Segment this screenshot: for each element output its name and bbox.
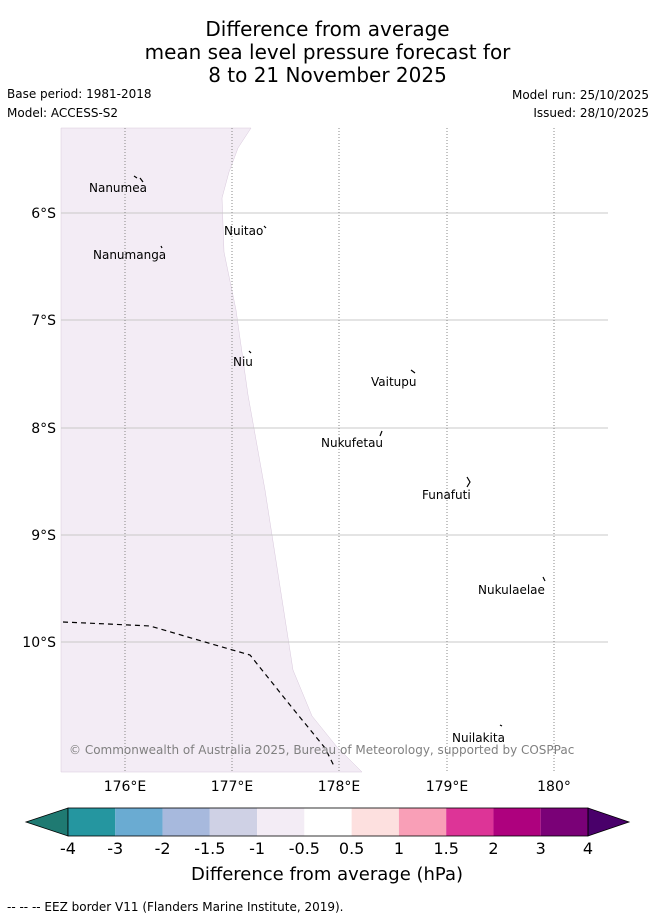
colorbar-segment — [351, 808, 399, 836]
island-nukufetau — [379, 430, 383, 437]
lat-label-7s: 7°S — [31, 313, 56, 329]
colorbar-tick-label: 0.5 — [339, 839, 364, 858]
anomaly-region — [60, 127, 363, 773]
lon-label-179e: 179°E — [426, 779, 469, 795]
place-label-niu: Niu — [233, 355, 253, 369]
lon-label-178e: 178°E — [318, 779, 361, 795]
place-label-nukufetau: Nukufetau — [321, 436, 383, 450]
colorbar-border — [67, 807, 589, 837]
island-nuilakita — [499, 724, 503, 727]
place-label-funafuti: Funafuti — [422, 488, 471, 502]
colorbar-tick-label: -1 — [249, 839, 265, 858]
lat-label-10s: 10°S — [22, 635, 56, 651]
model-run-label: Model run: 25/10/2025 — [511, 88, 649, 102]
colorbar-segment — [209, 808, 258, 836]
colorbar-extend-high — [587, 807, 631, 837]
map-svg: Nanumea Nuitao Nanumanga Niu Vaitupu Nuk… — [22, 127, 608, 795]
colorbar-segment — [304, 808, 352, 836]
colorbar-segment — [115, 808, 163, 836]
colorbar-segment — [540, 808, 588, 836]
map-title-line-1: Difference from average — [205, 17, 450, 41]
island-funafuti — [466, 476, 471, 488]
eez-footnote: -- -- -- EEZ border V11 (Flanders Marine… — [7, 900, 344, 914]
lat-label-8s: 8°S — [31, 421, 56, 437]
latitude-gridlines — [61, 212, 608, 643]
colorbar-tick-label: 3 — [536, 839, 546, 858]
colorbar-tick-label: -0.5 — [289, 839, 320, 858]
colorbar-segment — [446, 808, 494, 836]
place-label-vaitupu: Vaitupu — [371, 375, 417, 389]
colorbar-segment — [162, 808, 210, 836]
colorbar-tick-label: -1.5 — [194, 839, 225, 858]
place-label-nanumea: Nanumea — [89, 181, 147, 195]
colorbar-tick-label: 1 — [394, 839, 404, 858]
colorbar-tick-label: 2 — [488, 839, 498, 858]
copyright-notice: © Commonwealth of Australia 2025, Bureau… — [69, 743, 574, 757]
longitude-gridlines — [124, 128, 555, 772]
colorbar-tick-label: -3 — [107, 839, 123, 858]
colorbar-legend: Difference from average (hPa) -4 -3 -2 -1.5… — [24, 807, 631, 885]
lat-label-6s: 6°S — [31, 206, 56, 222]
colorbar-tick-label: -2 — [155, 839, 171, 858]
lon-label-177e: 177°E — [211, 779, 254, 795]
place-label-nanumanga: Nanumanga — [93, 248, 166, 262]
colorbar-segment — [257, 808, 305, 836]
colorbar-tick-label: 1.5 — [433, 839, 458, 858]
place-label-nuilakita: Nuilakita — [452, 731, 505, 745]
island-nanumea — [133, 175, 144, 183]
colorbar-segment — [68, 808, 116, 836]
map-title-line-3: 8 to 21 November 2025 — [208, 63, 447, 87]
colorbar-tick-label: -4 — [60, 839, 76, 858]
colorbar-segment — [493, 808, 541, 836]
lon-label-180: 180° — [537, 779, 571, 795]
island-nuitao — [263, 225, 267, 229]
colorbar-tick-label: 4 — [583, 839, 593, 858]
place-label-nuitao: Nuitao — [224, 224, 263, 238]
island-nukulaelae — [542, 576, 546, 582]
island-niu — [248, 350, 252, 354]
colorbar-extend-low — [24, 807, 69, 837]
lat-label-9s: 9°S — [31, 528, 56, 544]
model-label: Model: ACCESS-S2 — [7, 106, 119, 120]
eez-border — [62, 621, 336, 769]
islands — [133, 175, 546, 727]
map-title-line-2: mean sea level pressure forecast for — [144, 40, 511, 64]
place-label-nukulaelae: Nukulaelae — [478, 583, 545, 597]
island-vaitupu — [410, 369, 416, 374]
colorbar-segment — [398, 808, 447, 836]
issued-label: Issued: 28/10/2025 — [533, 106, 649, 120]
lon-label-176e: 176°E — [104, 779, 147, 795]
base-period-label: Base period: 1981-2018 — [7, 87, 152, 101]
island-nanumanga — [160, 245, 163, 249]
colorbar-title: Difference from average (hPa) — [191, 864, 463, 885]
